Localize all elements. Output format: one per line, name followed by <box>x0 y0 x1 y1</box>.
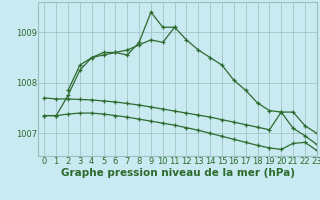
X-axis label: Graphe pression niveau de la mer (hPa): Graphe pression niveau de la mer (hPa) <box>60 168 295 178</box>
